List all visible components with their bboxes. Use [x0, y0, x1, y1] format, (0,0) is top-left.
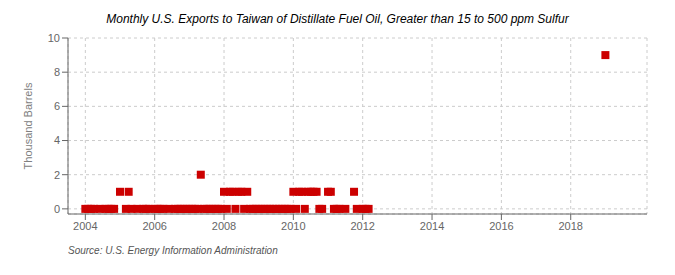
- svg-text:2018: 2018: [558, 220, 582, 232]
- svg-text:2004: 2004: [73, 220, 97, 232]
- svg-text:2: 2: [54, 169, 60, 181]
- html-text:Source: U.S. Energy Informatio: Source: U.S. Energy Information Administ…: [68, 245, 278, 256]
- svg-text:0: 0: [54, 203, 60, 215]
- svg-text:4: 4: [54, 134, 60, 146]
- html-text:Monthly U.S. Exports to Taiwan: Monthly U.S. Exports to Taiwan of Distil…: [106, 12, 569, 26]
- svg-text:6: 6: [54, 100, 60, 112]
- svg-text:2012: 2012: [350, 220, 374, 232]
- svg-text:2006: 2006: [142, 220, 166, 232]
- svg-text:8: 8: [54, 66, 60, 78]
- svg-text:2014: 2014: [420, 220, 444, 232]
- svg-text:Thousand Barrels: Thousand Barrels: [22, 82, 34, 169]
- svg-text:10: 10: [48, 32, 60, 44]
- svg-text:2010: 2010: [281, 220, 305, 232]
- svg-text:2016: 2016: [489, 220, 513, 232]
- svg-text:2008: 2008: [212, 220, 236, 232]
